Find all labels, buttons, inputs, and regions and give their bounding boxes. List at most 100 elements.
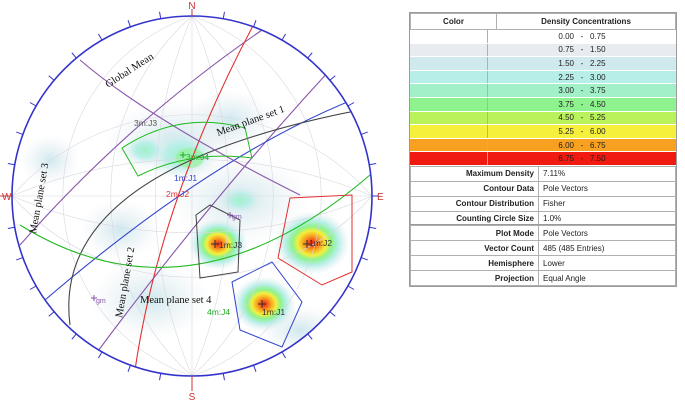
azimuth-tick [360,131,368,135]
info-label: Projection [410,270,539,286]
set-window-j2 [277,194,353,286]
info-value: Lower [538,255,676,271]
pole-label-gm-2: gm [96,298,106,305]
stat-value: Pole Vectors [538,180,676,197]
legend-range: 0.75 - 1.50 [487,43,676,58]
legend-rows: 0.00 - 0.75 0.75 - 1.50 1.50 - 2.25 2.25 - … [410,30,676,166]
label-global-mean: Global Mean [104,51,157,91]
pole-label-3m-j3: 3m:J3 [134,118,157,128]
pole-label-1m-j1: 1m:J1 [174,173,197,183]
stat-label: Contour Distribution [410,195,539,212]
legend-range: 6.75 - 7.50 [487,151,676,166]
azimuth-tick [48,75,55,81]
stat-label: Maximum Density [410,165,539,182]
great-circle-global-mean-2 [94,69,331,356]
azimuth-tick [253,20,257,28]
info-table: Plot Mode Pole Vectors Vector Count 485 (48… [410,225,676,286]
azimuth-tick [329,311,336,317]
legend-swatch [410,151,488,166]
legend-swatch [410,83,488,98]
set-window-j1 [231,261,303,348]
info-value: Equal Angle [538,270,676,286]
azimuth-tick [159,373,162,381]
legend-swatch [410,43,488,58]
legend-swatch [410,111,488,126]
info-label: Plot Mode [410,225,539,241]
azimuth-tick [7,226,15,229]
legend-range: 3.00 - 3.75 [487,83,676,98]
legend-row: 3.00 - 3.75 [410,83,676,98]
legend-panel: Color Density Concentrations 0.00 - 0.75… [409,12,677,228]
great-circle-extra [79,59,301,196]
azimuth-tick [127,20,131,28]
azimuth-tick [7,163,15,166]
azimuth-tick [71,52,77,59]
azimuth-tick [369,163,377,166]
azimuth-tick [281,351,286,359]
stat-row: Maximum Density 7.11% [410,165,676,182]
azimuth-tick [16,257,24,261]
azimuth-tick [307,333,313,340]
legend-range: 0.00 - 0.75 [487,30,676,44]
pole-label-gm: gm [232,214,242,221]
legend-swatch [410,30,488,44]
compass-east: E [377,192,384,203]
stats-table: Maximum Density 7.11% Contour Data Pole Vec… [410,165,676,227]
stat-value: Fisher [538,195,676,212]
compass-south: S [189,392,196,403]
azimuth-tick [127,364,131,372]
legend-swatch [410,97,488,112]
legend-row: 3.75 - 4.50 [410,97,676,112]
legend-swatch [410,56,488,71]
legend-range: 4.50 - 5.25 [487,111,676,126]
azimuth-tick [281,33,286,41]
great-circle-set1 [44,94,366,301]
pole-label-3m-j4: 3m:J4 [186,152,209,162]
azimuth-tick [29,102,37,107]
great-circle-global-mean [19,27,266,246]
azimuth-tick [48,311,55,317]
azimuth-ticks [5,9,379,383]
legend-row: 0.75 - 1.50 [410,43,676,58]
azimuth-tick [307,52,313,59]
azimuth-tick [347,285,355,290]
azimuth-tick [71,333,77,340]
legend-swatch [410,70,488,85]
stereonet-plot: N S E W Global Mean Mean plane set 1 Mea… [0,1,384,403]
pole-label-1m-j2: 1m:J2 [309,238,332,248]
legend-row: 5.25 - 6.00 [410,124,676,139]
info-row: Hemisphere Lower [410,255,676,271]
pole-label-4m-j4: 4m:J4 [207,307,230,317]
azimuth-tick [29,285,37,290]
legend-row: 4.50 - 5.25 [410,111,676,126]
great-circle-set4 [19,174,371,268]
info-panel: Plot Mode Pole Vectors Vector Count 485 (48… [409,224,677,287]
legend-color-header: Color [410,13,497,30]
legend-range: 6.00 - 6.75 [487,138,676,153]
azimuth-tick [159,11,162,19]
legend-swatch [410,138,488,153]
info-row: Plot Mode Pole Vectors [410,225,676,241]
azimuth-tick [16,131,24,135]
azimuth-tick [369,226,377,229]
stat-value: 7.11% [538,165,676,182]
great-circle-set2 [134,21,256,371]
info-label: Vector Count [410,240,539,256]
legend-density-header: Density Concentrations [496,13,676,30]
info-row: Projection Equal Angle [410,270,676,286]
stat-row: Contour Distribution Fisher [410,195,676,212]
legend-range: 3.75 - 4.50 [487,97,676,112]
legend-swatch [410,124,488,139]
compass-north: N [188,1,195,12]
azimuth-tick [329,75,336,81]
legend-row: 6.75 - 7.50 [410,151,676,166]
azimuth-tick [222,373,225,381]
set-window-j4 [121,121,253,177]
info-value: Pole Vectors [538,225,676,241]
legend-range: 1.50 - 2.25 [487,56,676,71]
compass-west: W [2,192,12,203]
pole-label-1m-j3: 1m:J3 [219,240,242,250]
legend-row: 1.50 - 2.25 [410,56,676,71]
legend-row: 2.25 - 3.00 [410,70,676,85]
legend-row: 6.00 - 6.75 [410,138,676,153]
